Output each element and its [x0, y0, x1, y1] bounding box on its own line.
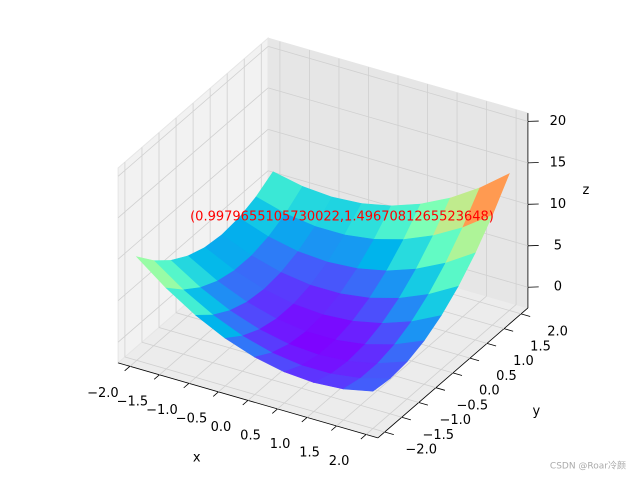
surface — [135, 171, 510, 392]
y-tick-label: 1.5 — [530, 339, 551, 354]
grid-line — [117, 87, 269, 219]
grid-line — [141, 341, 402, 418]
z-tick-label: 20 — [550, 114, 567, 129]
annotation: (0.9979655105730022,1.4967081265523648) — [190, 210, 494, 225]
labels: −2.0−1.5−1.0−0.50.00.51.01.52.0−2.0−1.5−… — [87, 114, 589, 469]
x-tick-label: 2.0 — [329, 454, 350, 469]
y-tick-label: −0.5 — [457, 398, 489, 413]
surface-patch — [342, 378, 391, 392]
x-tick-label: 1.0 — [270, 437, 291, 452]
y-tick-label: −2.0 — [405, 443, 437, 458]
tick-mark — [435, 387, 446, 391]
y-tick-label: 0.0 — [479, 384, 500, 399]
z-axis-label: z — [582, 183, 589, 198]
tick-mark — [401, 416, 411, 421]
tick-mark — [503, 328, 514, 332]
grid-line — [267, 46, 529, 122]
grid-line — [124, 356, 385, 433]
y-tick-label: 2.0 — [547, 325, 568, 340]
z-tick-label: 0 — [554, 280, 562, 295]
tick-mark — [242, 400, 249, 406]
tick-mark — [469, 357, 480, 362]
tick-mark — [486, 343, 497, 347]
tick-mark — [418, 402, 429, 406]
x-axis-label: x — [193, 450, 201, 465]
z-tick-label: 5 — [554, 238, 562, 253]
tick-mark — [183, 383, 190, 389]
tick-mark — [212, 391, 219, 397]
tick-mark — [360, 434, 367, 440]
grid-line — [267, 87, 529, 164]
tick-mark — [520, 313, 531, 317]
tick-mark — [153, 374, 160, 380]
x-tick-label: −1.5 — [117, 394, 149, 409]
watermark: CSDN @Roar冷颜 — [550, 460, 626, 472]
x-tick-label: −1.0 — [146, 403, 178, 418]
y-tick-label: −1.5 — [422, 428, 454, 443]
tick-mark — [301, 417, 308, 423]
y-tick-label: 1.0 — [513, 354, 534, 369]
y-axis-label: y — [532, 404, 540, 419]
grid-line — [117, 170, 269, 301]
x-tick-label: −2.0 — [87, 386, 119, 401]
y-tick-label: 0.5 — [496, 369, 517, 384]
grid-line — [117, 129, 269, 260]
grid-line — [117, 46, 269, 177]
z-tick-label: 10 — [550, 197, 567, 212]
x-tick-label: 0.5 — [240, 428, 261, 443]
x-tick-label: 0.0 — [211, 420, 232, 435]
tick-mark — [272, 408, 278, 414]
tick-mark — [331, 425, 337, 431]
y-tick-label: −1.0 — [439, 413, 471, 428]
tick-mark — [384, 431, 394, 435]
x-tick-label: 1.5 — [299, 446, 320, 461]
tick-mark — [452, 372, 463, 376]
x-tick-label: −0.5 — [176, 411, 208, 426]
tick-mark — [124, 365, 131, 372]
z-tick-label: 15 — [550, 155, 567, 170]
